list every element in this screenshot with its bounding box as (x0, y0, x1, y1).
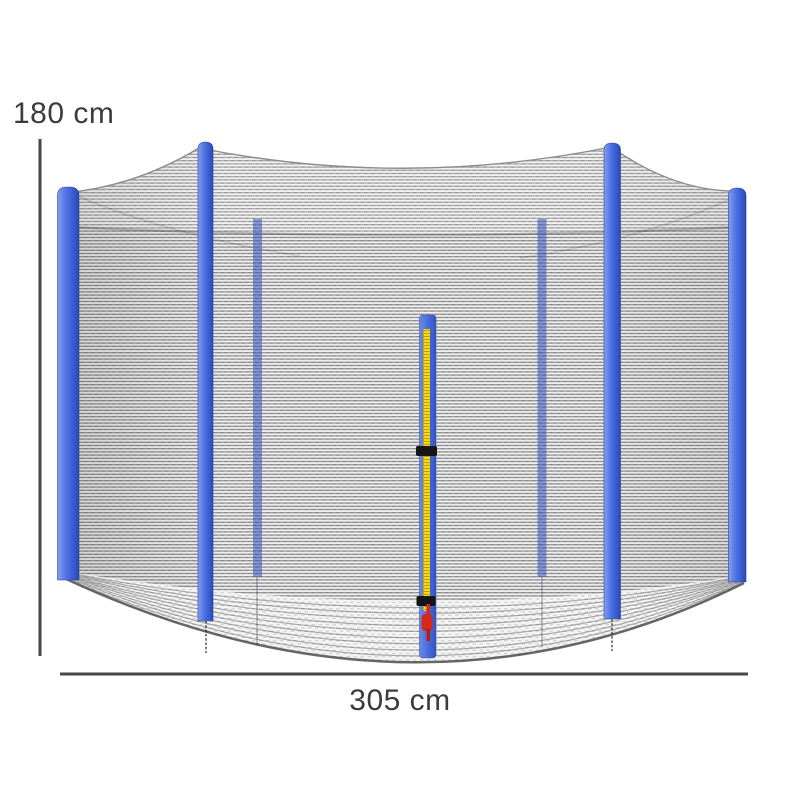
height-label: 180 cm (13, 97, 115, 130)
zipper-clip-upper (416, 446, 437, 456)
pole-outer-left (57, 186, 80, 581)
net-top-edge (63, 146, 745, 194)
pole-front-left (197, 141, 214, 622)
zipper-clip-lower (416, 596, 436, 606)
pole-front-right (603, 142, 621, 620)
safety-net (63, 146, 745, 664)
zipper-pull (421, 604, 433, 641)
door-zipper (416, 314, 437, 659)
pole-outer-right (728, 187, 747, 583)
width-label: 305 cm (349, 684, 451, 717)
